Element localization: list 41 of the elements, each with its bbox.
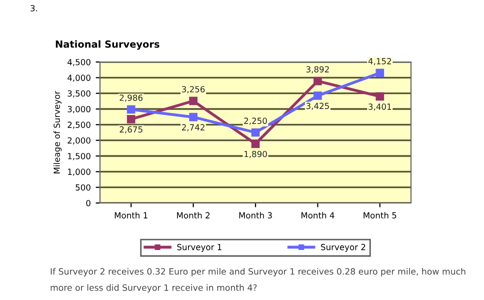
data-label: 3,256 bbox=[182, 86, 205, 94]
y-tick-label: 1,500 bbox=[68, 152, 90, 160]
data-label: 3,425 bbox=[306, 102, 329, 110]
y-tick-label: 3,500 bbox=[68, 90, 90, 98]
text: 3. bbox=[30, 5, 38, 12]
data-label: 1,890 bbox=[244, 150, 267, 158]
y-tick-label: 2,500 bbox=[68, 122, 90, 129]
x-tick-label: Month 4 bbox=[301, 212, 334, 218]
data-label: 2,675 bbox=[120, 126, 142, 134]
data-label: 4,152 bbox=[368, 58, 391, 66]
y-tick-label: 2,000 bbox=[68, 137, 90, 144]
data-label: 3,401 bbox=[368, 104, 392, 111]
x-tick-label: Month 2 bbox=[177, 212, 210, 218]
x-tick-label: Month 5 bbox=[364, 212, 396, 218]
x-tick-label: Month 3 bbox=[239, 212, 272, 218]
data-label: 2,742 bbox=[182, 124, 204, 132]
point bbox=[251, 128, 260, 137]
point bbox=[189, 112, 198, 122]
chart-title: National Surveyors bbox=[56, 40, 160, 50]
legend-label: Surveyor 1 bbox=[177, 244, 222, 252]
point bbox=[126, 115, 136, 124]
data-label: 2,986 bbox=[120, 94, 143, 102]
y-tick-label: 4,000 bbox=[68, 74, 90, 82]
point bbox=[126, 105, 136, 114]
legend-label: Surveyor 2 bbox=[321, 244, 366, 252]
point bbox=[251, 140, 260, 148]
y-tick-label: 500 bbox=[76, 184, 90, 191]
y-tick-label: 1,000 bbox=[68, 168, 90, 176]
y-tick-label: 0 bbox=[86, 200, 90, 206]
point bbox=[376, 92, 384, 101]
point bbox=[376, 68, 384, 78]
data-label: 2,250 bbox=[244, 118, 267, 125]
y-tick-label: 3,000 bbox=[68, 106, 90, 114]
point bbox=[314, 76, 322, 86]
y-axis-title: Mileage of Surveyor bbox=[53, 90, 62, 174]
data-label: 3,892 bbox=[306, 66, 329, 74]
text: If Surveyor 2 receives 0.32 Euro per mile and Surveyor 1 receives 0.28 euro per mile, how much more or less did Surveyor 1 receive in month 4? bbox=[50, 268, 466, 293]
x-tick-label: Month 1 bbox=[114, 212, 148, 218]
y-tick-label: 4,500 bbox=[68, 58, 90, 66]
point bbox=[189, 96, 198, 106]
point bbox=[314, 92, 322, 100]
